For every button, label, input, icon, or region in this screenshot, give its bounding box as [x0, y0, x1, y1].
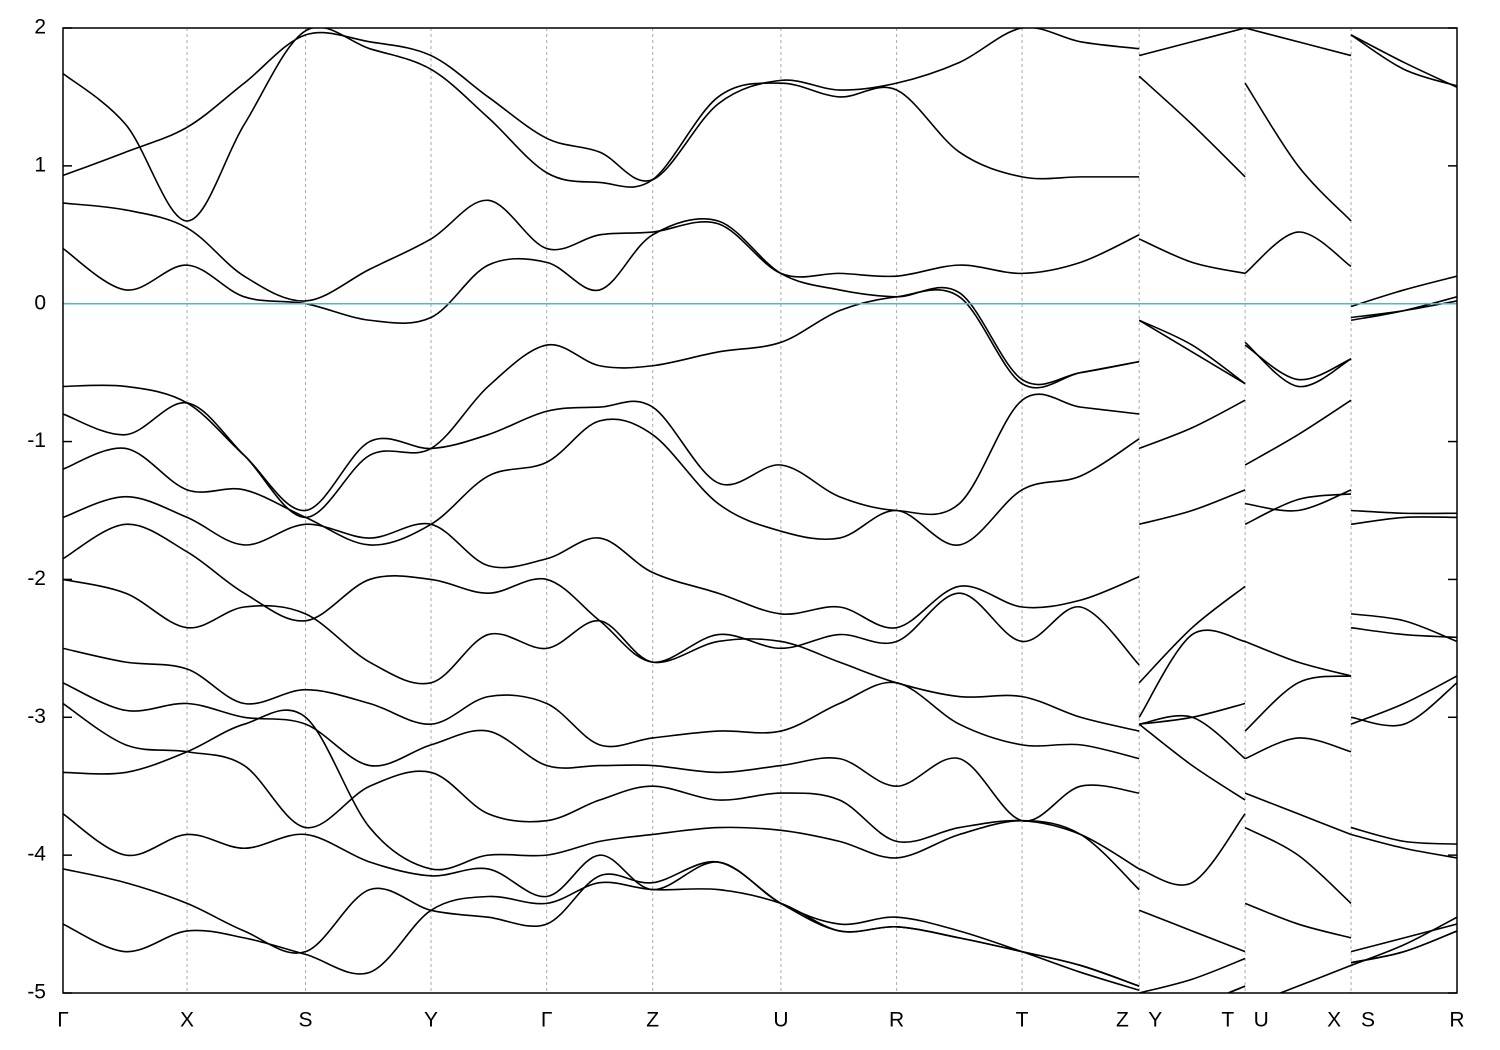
- band-line: [63, 418, 1457, 546]
- band-line: [63, 199, 1457, 308]
- band-line: [63, 523, 1457, 718]
- plot-frame: [62, 27, 1458, 994]
- y-tick-label: -2: [27, 567, 46, 590]
- band-line: [63, 28, 1457, 222]
- axis-labels: -5 -4 -3 -2 -1 0 1 2 Γ X S Y Γ Z U R T Z Y T U X S R: [27, 16, 1464, 1032]
- x-tick-label: Γ: [57, 1009, 69, 1032]
- band-line: [63, 578, 1457, 732]
- x-tick-label: Γ: [541, 1009, 553, 1032]
- x-tick-label: R: [1449, 1009, 1464, 1032]
- band-line: [63, 384, 1457, 516]
- band-line: [63, 647, 1457, 760]
- x-tick-label: Z: [646, 1009, 659, 1032]
- band-line: [63, 28, 1457, 182]
- bands: [63, 28, 1457, 993]
- y-tick-label: -1: [27, 429, 46, 452]
- band-line: [63, 881, 1457, 993]
- y-tick-label: -5: [27, 981, 46, 1004]
- x-tick-label: Z Y: [1116, 1009, 1162, 1032]
- y-tick-label: -4: [27, 843, 46, 866]
- band-line: [63, 682, 1457, 845]
- y-tick-label: -3: [27, 705, 46, 728]
- x-tick-label: T U: [1221, 1009, 1268, 1032]
- x-tick-label: T: [1016, 1009, 1029, 1032]
- x-tick-label: X S: [1327, 1009, 1375, 1032]
- x-tick-label: R: [889, 1009, 904, 1032]
- band-line: [63, 489, 1457, 684]
- x-tick-label: X: [180, 1009, 194, 1032]
- y-tick-label: 2: [34, 16, 46, 39]
- band-line: [63, 813, 1457, 993]
- band-line: [63, 702, 1457, 904]
- grid: [62, 27, 1458, 994]
- y-tick-label: 0: [34, 291, 46, 314]
- band-line: [63, 860, 1457, 993]
- x-tick-label: U: [773, 1009, 788, 1032]
- x-tick-label: S: [299, 1009, 313, 1032]
- x-tick-label: Y: [424, 1009, 438, 1032]
- band-line: [63, 289, 1457, 519]
- band-line: [63, 709, 1457, 953]
- y-tick-label: 1: [34, 153, 46, 176]
- band-line: [63, 218, 1457, 388]
